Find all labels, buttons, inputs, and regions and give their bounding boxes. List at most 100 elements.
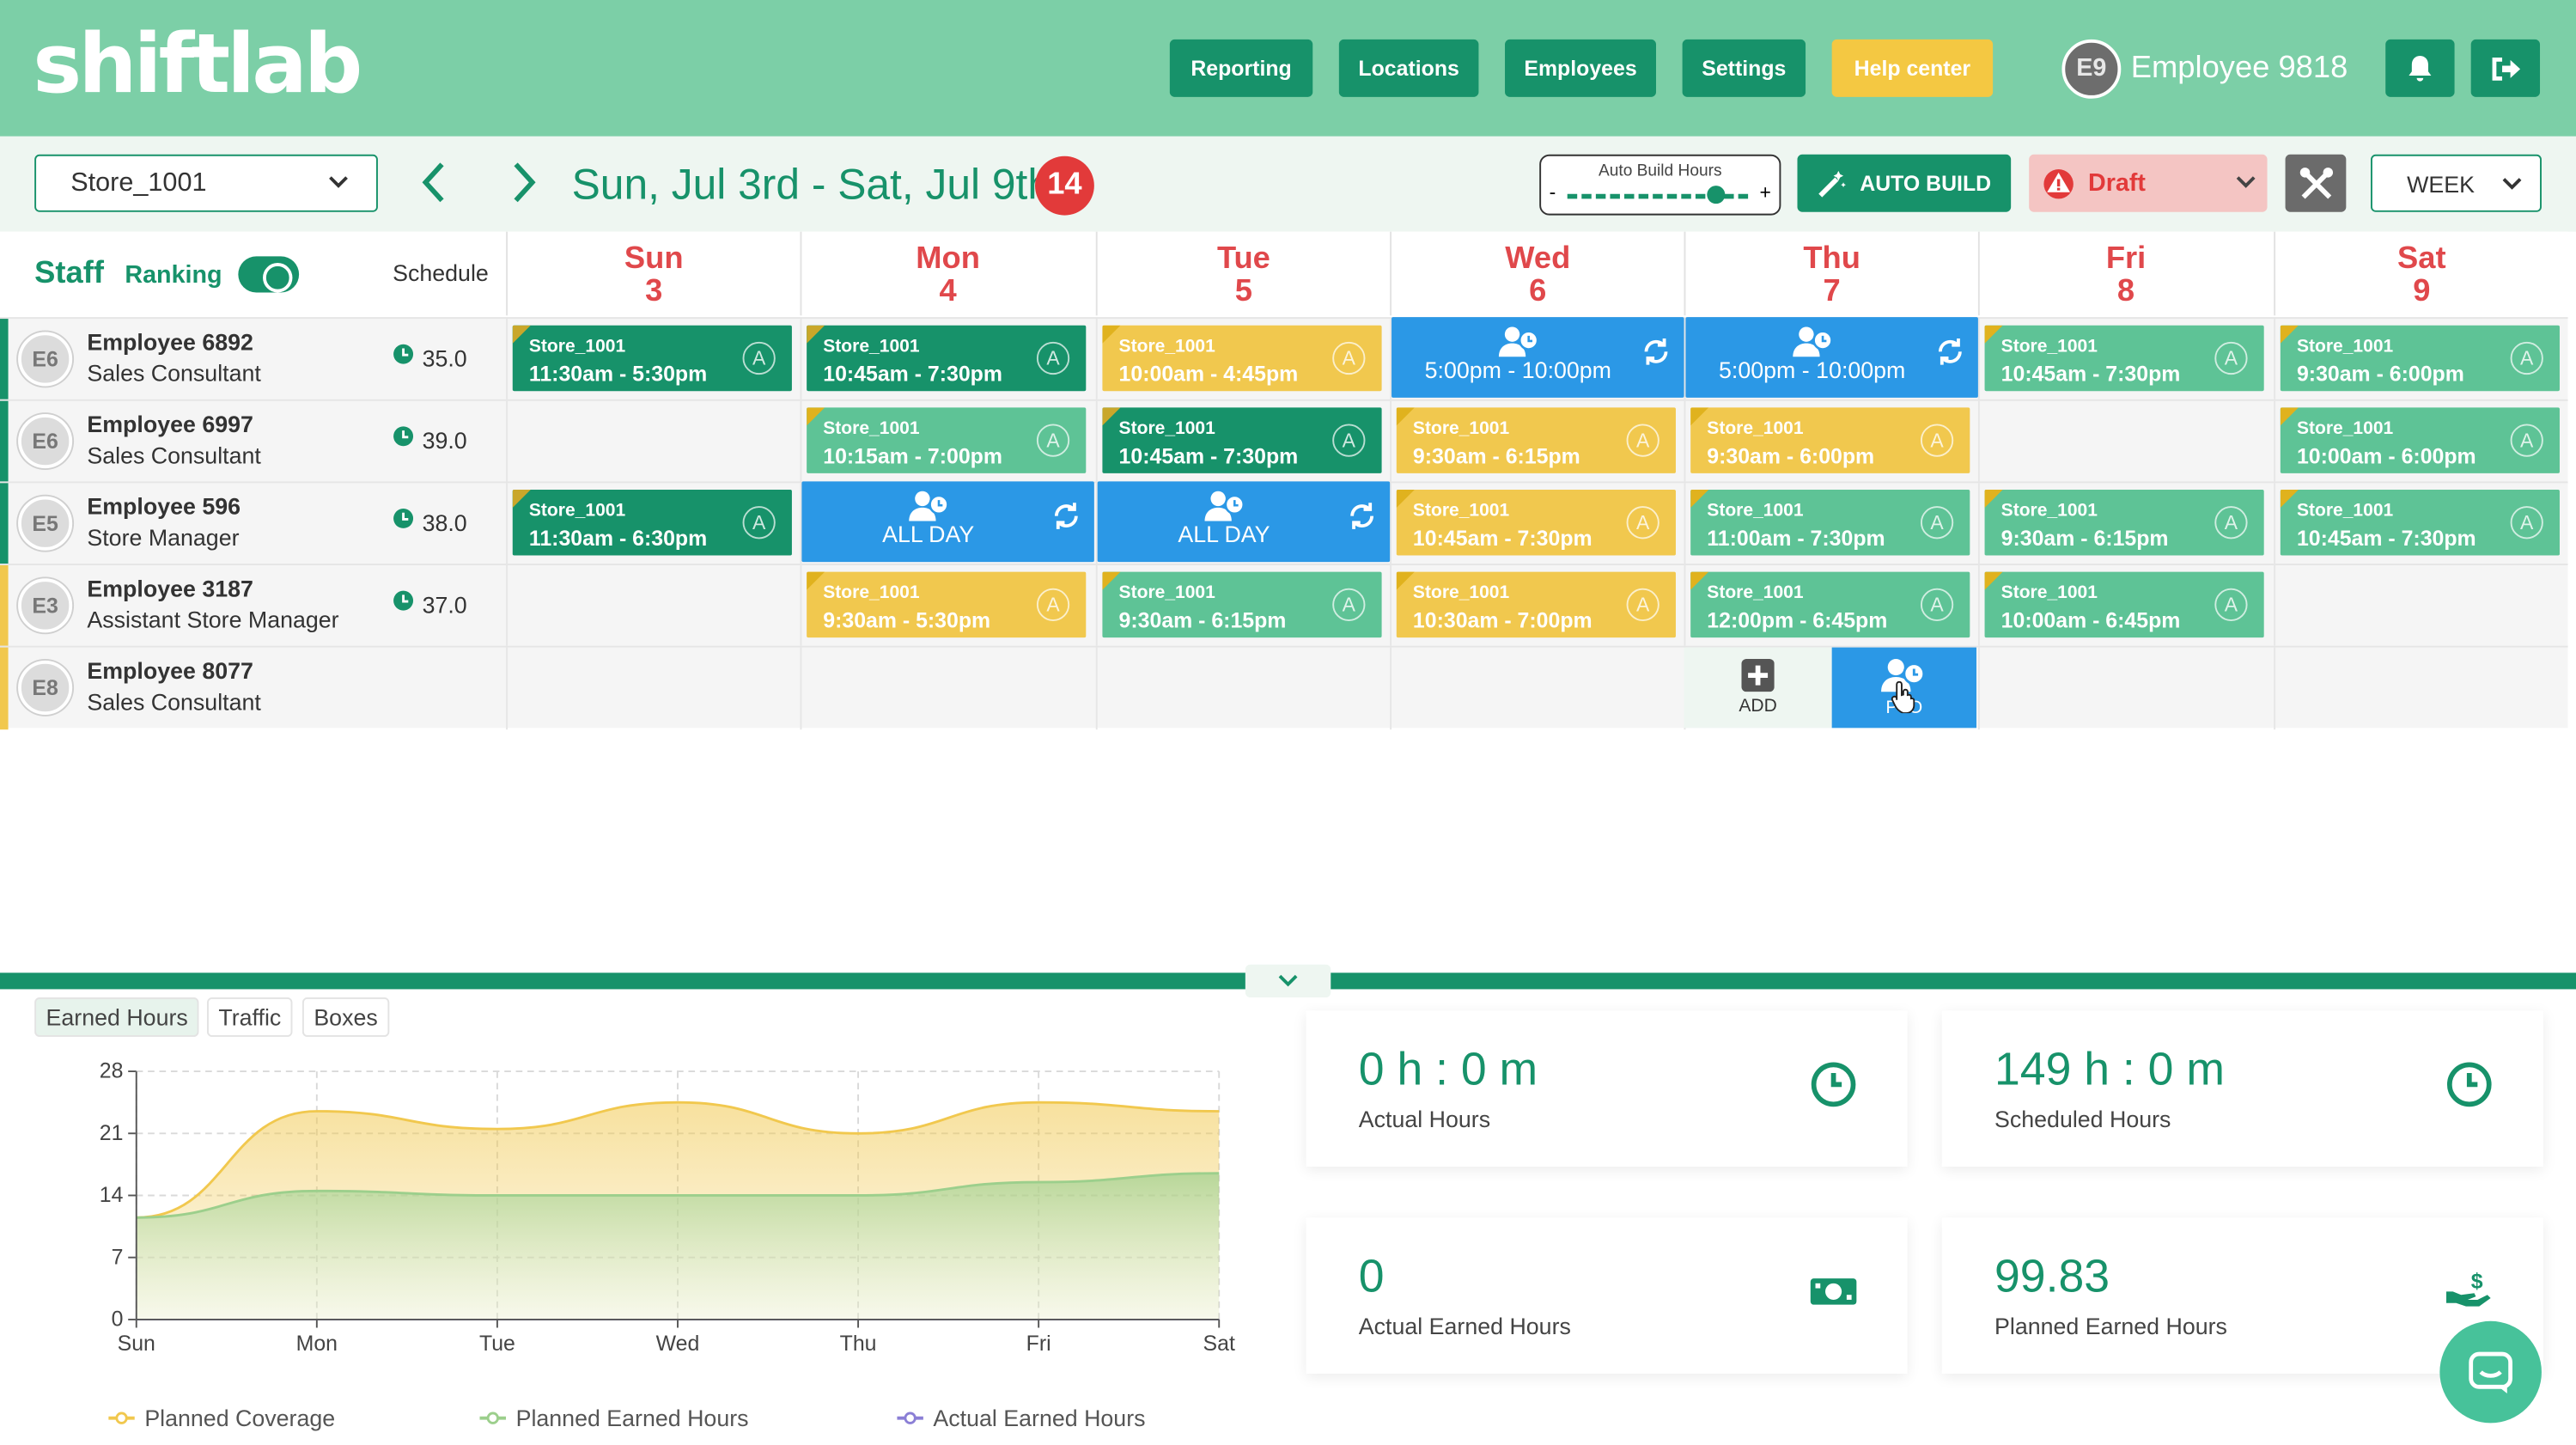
nav-locations-button[interactable]: Locations (1338, 39, 1479, 97)
tools-button[interactable] (2285, 154, 2347, 212)
schedule-cell[interactable] (1095, 319, 1390, 401)
notification-count-badge[interactable]: 14 (1035, 155, 1094, 216)
shift-block[interactable]: Store_1001 10:30am - 7:00pm A (1396, 571, 1676, 638)
legend-planned-earned-hours[interactable]: Planned Earned Hours (479, 1405, 749, 1431)
ranking-toggle[interactable] (238, 256, 300, 293)
schedule-cell[interactable] (1390, 400, 1684, 484)
previous-week-arrow-icon[interactable] (419, 158, 448, 207)
next-week-arrow-icon[interactable] (509, 158, 539, 207)
notifications-button[interactable] (2385, 39, 2455, 97)
nav-employees-button[interactable]: Employees (1505, 39, 1657, 97)
help-center-button[interactable]: Help center (1831, 39, 1994, 97)
shift-block[interactable]: Store_1001 9:30am - 6:00pm A (1690, 407, 1970, 473)
user-menu[interactable]: E9 Employee 9818 (2061, 38, 2348, 99)
slider-track[interactable] (1567, 193, 1749, 201)
schedule-cell[interactable] (1684, 564, 1978, 648)
shift-block[interactable]: Store_1001 10:45am - 7:30pm A (1984, 325, 2264, 392)
schedule-cell[interactable] (800, 319, 1093, 401)
schedule-status-select[interactable]: Draft (2029, 154, 2268, 212)
schedule-cell[interactable] (1390, 647, 1684, 730)
time-off-block[interactable]: 5:00pm - 10:00pm (1685, 317, 1978, 398)
sync-icon[interactable] (1641, 337, 1671, 366)
schedule-cell[interactable] (2274, 564, 2567, 648)
schedule-cell[interactable] (2274, 319, 2567, 401)
employee-name[interactable]: Employee 6997 (87, 411, 253, 437)
schedule-cell[interactable] (2274, 400, 2567, 484)
employee-name[interactable]: Employee 3187 (87, 575, 253, 602)
nav-reporting-button[interactable]: Reporting (1169, 39, 1313, 97)
shift-block[interactable]: Store_1001 10:00am - 6:45pm A (1984, 571, 2264, 638)
schedule-cell[interactable] (1684, 483, 1978, 565)
shift-block[interactable]: Store_1001 11:30am - 6:30pm A (512, 489, 792, 556)
nav-settings-button[interactable]: Settings (1682, 39, 1806, 97)
schedule-cell[interactable] (506, 647, 800, 730)
time-off-block[interactable]: ALL DAY (801, 481, 1094, 563)
shift-block[interactable]: Store_1001 10:15am - 7:00pm A (807, 407, 1087, 473)
schedule-cell[interactable] (1095, 483, 1390, 565)
slider-handle[interactable] (1707, 186, 1726, 204)
shift-block[interactable]: Store_1001 9:30am - 5:30pm A (807, 571, 1087, 638)
schedule-cell[interactable] (2274, 647, 2567, 730)
logout-button[interactable] (2470, 39, 2541, 97)
schedule-cell[interactable] (800, 564, 1093, 648)
decrease-icon[interactable]: - (1549, 180, 1556, 204)
chat-button[interactable] (2439, 1320, 2542, 1424)
collapse-panel-button[interactable] (1245, 964, 1331, 998)
shift-block[interactable]: Store_1001 11:00am - 7:30pm A (1690, 489, 1970, 556)
sync-icon[interactable] (1051, 501, 1081, 530)
logo[interactable]: shiftlab (33, 16, 362, 113)
shift-block[interactable]: Store_1001 10:45am - 7:30pm A (1396, 489, 1676, 556)
schedule-cell[interactable] (800, 483, 1093, 565)
schedule-cell[interactable] (1390, 564, 1684, 648)
employee-name[interactable]: Employee 8077 (87, 657, 253, 684)
tab-boxes[interactable]: Boxes (301, 997, 390, 1037)
time-off-block[interactable]: 5:00pm - 10:00pm (1392, 317, 1684, 398)
schedule-cell[interactable] (1684, 400, 1978, 484)
view-select[interactable]: WEEK (2371, 154, 2542, 212)
schedule-cell[interactable] (1095, 564, 1390, 648)
shift-block[interactable]: Store_1001 11:30am - 5:30pm A (512, 325, 792, 392)
shift-block[interactable]: Store_1001 9:30am - 6:15pm A (1102, 571, 1382, 638)
schedule-cell[interactable] (1095, 400, 1390, 484)
sync-icon[interactable] (1935, 337, 1964, 366)
shift-block[interactable]: Store_1001 10:45am - 7:30pm A (807, 325, 1087, 392)
time-off-block[interactable]: ALL DAY (1097, 481, 1391, 563)
shift-block[interactable]: Store_1001 9:30am - 6:15pm A (1984, 489, 2264, 556)
shift-block[interactable]: Store_1001 9:30am - 6:00pm A (2280, 325, 2560, 392)
shift-block[interactable]: Store_1001 10:00am - 4:45pm A (1102, 325, 1382, 392)
shift-block[interactable]: Store_1001 10:00am - 6:00pm A (2280, 407, 2560, 473)
shift-block[interactable]: Store_1001 10:45am - 7:30pm A (2280, 489, 2560, 556)
sync-icon[interactable] (1347, 501, 1376, 530)
schedule-cell[interactable] (506, 564, 800, 648)
auto-build-hours-slider[interactable]: Auto Build Hours - + (1539, 154, 1781, 216)
add-shift-button[interactable]: ADD (1684, 647, 1832, 729)
shift-block[interactable]: Store_1001 9:30am - 6:15pm A (1396, 407, 1676, 473)
schedule-cell[interactable] (2274, 483, 2567, 565)
schedule-cell[interactable] (1977, 483, 2272, 565)
schedule-cell[interactable] (506, 483, 800, 565)
legend-actual-earned-hours[interactable]: Actual Earned Hours (897, 1405, 1146, 1431)
shift-block[interactable]: Store_1001 12:00pm - 6:45pm A (1690, 571, 1970, 638)
schedule-cell[interactable] (800, 400, 1093, 484)
schedule-cell[interactable] (1390, 483, 1684, 565)
schedule-cell[interactable] (1977, 564, 2272, 648)
schedule-cell[interactable] (1977, 319, 2272, 401)
increase-icon[interactable]: + (1759, 180, 1771, 204)
schedule-cell[interactable] (800, 647, 1093, 730)
legend-planned-coverage[interactable]: Planned Coverage (108, 1405, 335, 1431)
tab-earned-hours[interactable]: Earned Hours (34, 997, 200, 1037)
schedule-cell[interactable] (506, 400, 800, 484)
pto-button[interactable]: PTO (1831, 647, 1976, 729)
shift-block[interactable]: Store_1001 10:45am - 7:30pm A (1102, 407, 1382, 473)
employee-avatar[interactable]: E8 (18, 660, 73, 716)
employee-name[interactable]: Employee 6892 (87, 328, 253, 356)
auto-build-button[interactable]: AUTO BUILD (1797, 154, 2012, 212)
tab-traffic[interactable]: Traffic (207, 997, 293, 1037)
schedule-cell[interactable] (1684, 319, 1978, 401)
employee-avatar[interactable]: E5 (18, 496, 73, 551)
schedule-cell[interactable] (1977, 647, 2272, 730)
schedule-cell[interactable] (1095, 647, 1390, 730)
employee-avatar[interactable]: E6 (18, 332, 73, 387)
schedule-cell[interactable] (506, 319, 800, 401)
employee-name[interactable]: Employee 596 (87, 492, 241, 520)
